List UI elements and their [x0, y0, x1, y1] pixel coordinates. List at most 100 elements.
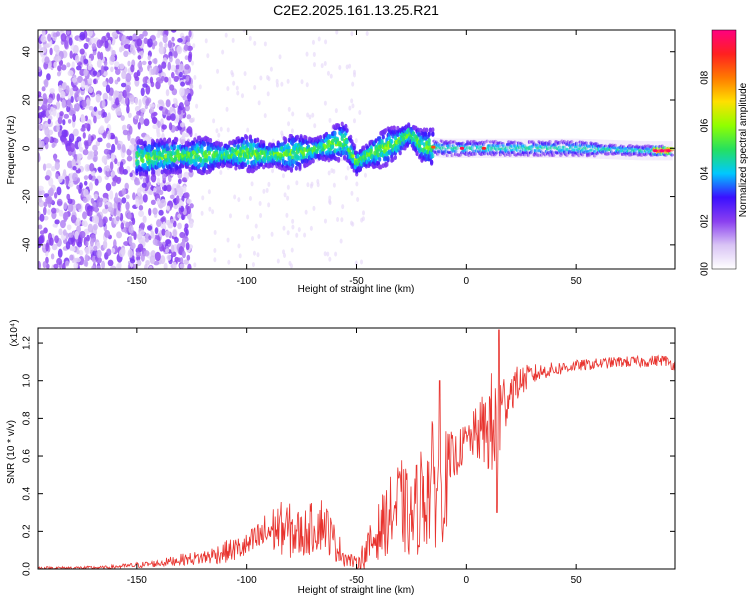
spectrogram-cell — [137, 243, 144, 252]
spectrogram-cell — [295, 134, 300, 140]
spectrogram-cell — [470, 138, 473, 158]
spectrogram-cell — [336, 157, 341, 163]
spectrogram-cell — [612, 139, 614, 160]
spectrogram-cell — [227, 259, 231, 265]
spectrogram-cell — [182, 95, 188, 101]
spectrogram-cell — [283, 192, 287, 198]
spectrogram-cell — [557, 138, 560, 158]
spectrogram-cell — [127, 212, 132, 220]
spectrogram-cell — [645, 152, 649, 156]
spectrogram-cell — [465, 152, 469, 157]
spectrogram-cell — [66, 62, 71, 68]
spectrogram-cell — [118, 249, 125, 258]
spectrogram-cell — [87, 30, 93, 38]
snr-xtick-label: 50 — [571, 575, 583, 586]
spectrogram-cell — [145, 98, 150, 106]
spectrogram-cell — [100, 65, 105, 75]
spectrogram-cell — [348, 63, 352, 69]
spectrogram-cell — [88, 86, 94, 94]
spectrogram-cell — [391, 157, 395, 162]
spectrogram-cell — [41, 30, 46, 38]
spectrogram-cell — [138, 170, 143, 176]
spectrogram-cell — [181, 131, 186, 140]
spectrogram-cell — [88, 173, 93, 181]
spectrogram-cell — [295, 232, 299, 238]
spectrogram-cell — [226, 86, 230, 92]
spectrogram-cell — [136, 159, 140, 165]
spectrogram-cell — [118, 93, 122, 102]
spectrogram-cell — [588, 152, 592, 156]
spectrogram-cell — [143, 118, 150, 127]
spectrogram-cell — [211, 164, 215, 169]
spectrogram-cell — [136, 110, 142, 116]
spectrogram-cell — [125, 201, 130, 211]
spectrogram-cell — [39, 230, 45, 235]
spectrogram-cell — [165, 108, 169, 115]
spectrogram-cell — [489, 138, 491, 158]
spectrogram-cell — [50, 166, 56, 172]
spectrogram-cell — [134, 180, 141, 186]
spectrogram-cell — [225, 106, 229, 112]
spectrogram-cell — [603, 144, 608, 148]
spectrogram-ytick-label: -40 — [22, 237, 33, 252]
spectrogram-cell — [253, 138, 257, 143]
spectrogram-cell — [162, 221, 166, 230]
spectrogram-cell — [527, 140, 532, 144]
spectrogram-cell — [543, 153, 547, 157]
spectrogram-cell — [115, 68, 121, 75]
spectrogram-cell — [445, 138, 448, 158]
spectrogram-cell — [259, 213, 263, 219]
spectrogram-cell — [548, 140, 552, 144]
spectrogram-cell — [104, 204, 109, 210]
spectrogram-cell — [124, 96, 129, 105]
spectrogram-cell — [352, 69, 356, 75]
spectrogram-cell — [334, 156, 338, 162]
spectrogram-cell — [593, 154, 597, 158]
spectrogram-cell — [305, 82, 309, 88]
spectrogram-cell — [84, 254, 89, 263]
spectrogram-cell — [156, 177, 161, 186]
spectrogram-cell — [45, 256, 49, 264]
spectrogram-cell — [552, 153, 556, 157]
spectrogram-cell — [495, 147, 499, 151]
spectrogram-cell — [279, 152, 283, 158]
spectrogram-cell — [290, 247, 294, 253]
spectrogram-cell — [80, 127, 86, 132]
spectrogram-cell — [303, 232, 307, 238]
spectrogram-cell — [177, 37, 183, 43]
spectrogram-cell — [122, 169, 128, 175]
spectrogram-cell — [416, 127, 420, 133]
spectrogram-cell — [113, 239, 117, 249]
spectrogram-cell — [338, 65, 342, 71]
spectrogram-cell — [38, 66, 42, 73]
spectrogram-cell — [205, 158, 209, 163]
spectrogram-cell — [281, 173, 285, 179]
spectrogram-cell — [51, 142, 56, 149]
spectrogram-cell — [111, 49, 116, 57]
spectrogram-cell — [43, 206, 47, 216]
spectrogram-cell — [38, 96, 44, 106]
spectrogram-cell — [572, 138, 574, 158]
spectrogram-cell — [142, 193, 148, 203]
spectrogram-cell — [67, 236, 74, 245]
spectrogram-cell — [642, 141, 645, 161]
spectrogram-cell — [175, 64, 180, 70]
spectrogram-cell — [120, 222, 125, 230]
spectrogram-cell — [219, 126, 223, 132]
spectrogram-cell — [87, 78, 93, 85]
spectrogram-cell — [614, 140, 617, 160]
spectrogram-cell — [106, 248, 112, 256]
spectrogram-cell — [472, 138, 474, 158]
spectrogram-cell — [440, 138, 443, 158]
spectrogram-cell — [423, 135, 428, 141]
spectrogram-xtick-label: -50 — [349, 276, 364, 287]
spectrogram-cell — [450, 153, 454, 158]
spectrogram-cell — [121, 188, 126, 196]
spectrogram-cell — [509, 138, 512, 158]
spectrogram-cell — [248, 147, 253, 153]
spectrogram-cell — [94, 178, 99, 186]
spectrogram-cell — [166, 146, 170, 151]
spectrogram-cell — [362, 210, 366, 216]
spectrogram-cell — [461, 141, 465, 145]
spectrogram-cell — [135, 115, 139, 120]
